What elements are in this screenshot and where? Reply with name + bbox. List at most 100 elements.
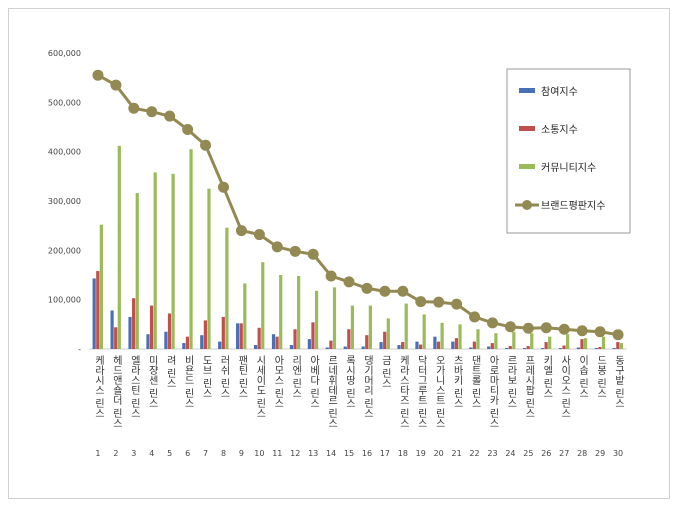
bar-소통지수 (203, 320, 207, 349)
rank-label: 13 (308, 449, 318, 458)
bar-소통지수 (239, 323, 243, 349)
bar-커뮤니티지수 (368, 305, 372, 349)
bar-소통지수 (401, 342, 405, 349)
category-label: 아모스 린스 (272, 355, 284, 408)
bar-참여지수 (451, 341, 455, 349)
rank-label: 17 (380, 449, 390, 458)
bar-커뮤니티지수 (458, 324, 462, 349)
rank-label: 4 (149, 449, 154, 458)
category-label: 닥터그루트 린스 (415, 355, 427, 428)
bar-소통지수 (275, 336, 279, 349)
category-label: 르라보 린스 (505, 355, 517, 408)
category-label: 아로마티카 린스 (487, 355, 499, 428)
category-label: 엘라스틴 린스 (128, 354, 140, 418)
bar-참여지수 (164, 331, 168, 349)
bar-커뮤니티지수 (440, 322, 444, 349)
category-label: 케라시스 린스 (92, 355, 104, 418)
bar-참여지수 (271, 334, 276, 349)
category-label: 리엔 린스 (290, 355, 302, 398)
rank-label: 20 (434, 449, 444, 458)
bar-소통지수 (580, 339, 584, 349)
bar-소통지수 (436, 341, 441, 349)
point-브랜드평판지수 (540, 322, 552, 334)
point-브랜드평판지수 (612, 329, 624, 341)
rank-label: 21 (452, 449, 462, 458)
category-label: 츠바키 린스 (451, 355, 463, 408)
y-tick-label: - (78, 345, 81, 354)
rank-label: 25 (523, 449, 533, 458)
y-tick-label: 300,000 (48, 197, 81, 206)
point-브랜드평판지수 (325, 270, 337, 282)
bar-소통지수 (329, 340, 333, 349)
bar-참여지수 (289, 345, 294, 349)
y-tick-label: 600,000 (48, 49, 81, 58)
bar-커뮤니티지수 (225, 227, 229, 349)
bar-소통지수 (221, 316, 225, 349)
bar-참여지수 (612, 348, 616, 349)
bar-커뮤니티지수 (332, 287, 337, 349)
bar-소통지수 (472, 341, 476, 349)
bar-소통지수 (508, 346, 512, 349)
bar-소통지수 (562, 345, 566, 349)
point-브랜드평판지수 (433, 296, 445, 308)
rank-label: 23 (487, 449, 497, 458)
rank-label: 18 (398, 449, 408, 458)
category-label: 아베다 린스 (308, 355, 320, 408)
rank-label: 3 (131, 449, 136, 458)
point-브랜드평판지수 (594, 326, 606, 338)
bar-커뮤니티지수 (548, 336, 552, 349)
point-브랜드평판지수 (271, 241, 283, 253)
bar-참여지수 (146, 334, 150, 349)
rank-label: 2 (113, 449, 118, 458)
bar-소통지수 (114, 327, 118, 349)
bar-참여지수 (325, 347, 329, 349)
bar-참여지수 (128, 316, 132, 349)
bar-소통지수 (149, 305, 154, 349)
point-브랜드평판지수 (361, 282, 373, 294)
bar-커뮤니티지수 (279, 275, 283, 349)
point-브랜드평판지수 (451, 298, 463, 310)
legend-label: 소통지수 (541, 124, 578, 136)
bar-커뮤니티지수 (207, 188, 211, 349)
bar-소통지수 (185, 336, 190, 349)
bar-참여지수 (576, 347, 580, 349)
bar-참여지수 (253, 345, 258, 349)
bar-소통지수 (96, 271, 100, 349)
point-브랜드평판지수 (146, 106, 158, 118)
rank-label: 22 (469, 449, 479, 458)
bar-소통지수 (454, 338, 459, 349)
bar-커뮤니티지수 (386, 318, 390, 349)
point-브랜드평판지수 (469, 311, 481, 323)
category-label: 록시땅 린스 (344, 355, 356, 408)
bar-커뮤니티지수 (314, 290, 319, 349)
bar-소통지수 (616, 342, 620, 349)
category-label: 오가니스트 린스 (433, 355, 445, 428)
y-tick-label: 100,000 (48, 296, 81, 305)
rank-label: 27 (559, 449, 569, 458)
point-브랜드평판지수 (218, 181, 229, 193)
bar-참여지수 (182, 343, 186, 349)
category-label: 드봉 린스 (595, 355, 607, 398)
bar-커뮤니티지수 (135, 193, 139, 349)
bar-참여지수 (307, 339, 311, 349)
legend-label: 참여지수 (541, 86, 578, 98)
bar-커뮤니티지수 (297, 275, 301, 349)
category-label: 사이오스 린스 (559, 355, 571, 418)
rank-label: 24 (505, 449, 515, 458)
bar-참여지수 (200, 335, 204, 349)
rank-label: 14 (326, 449, 336, 458)
bar-커뮤니티지수 (350, 305, 355, 349)
bar-소통지수 (257, 327, 261, 349)
bar-커뮤니티지수 (422, 314, 426, 349)
point-브랜드평판지수 (397, 285, 409, 297)
point-브랜드평판지수 (307, 248, 319, 260)
rank-label: 1 (95, 449, 100, 458)
chart-plot: - 100,000 200,000 300,000 400,000 500,000 600,… (48, 49, 631, 458)
point-브랜드평판지수 (110, 79, 122, 91)
bar-커뮤니티지수 (261, 262, 265, 349)
category-label: 금 린스 (379, 355, 391, 388)
rank-label: 16 (362, 449, 372, 458)
category-label: 댄트롤 린스 (469, 355, 481, 408)
category-label: 러쉬 린스 (218, 355, 230, 398)
